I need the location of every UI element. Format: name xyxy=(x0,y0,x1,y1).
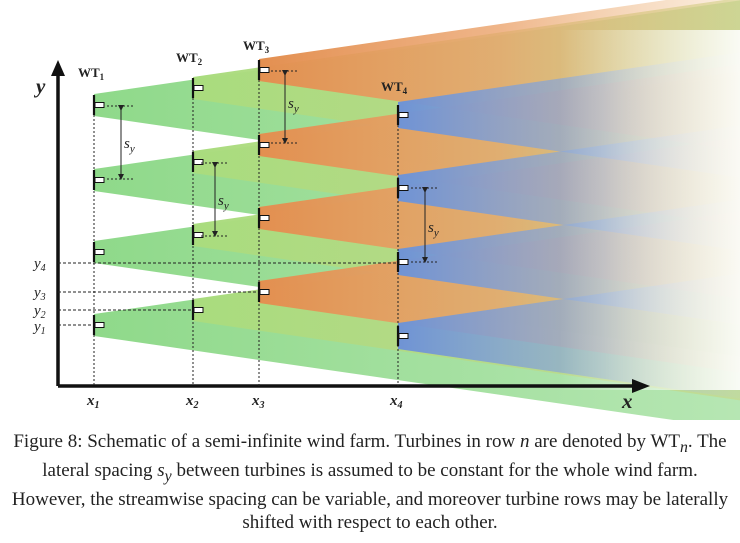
turbine-row2-1 xyxy=(191,78,204,98)
x-tick-labels: x1 x2 x3 x4 xyxy=(86,393,403,411)
y-axis-arrowhead xyxy=(51,60,65,76)
caption-prefix: Figure 8: Schematic of a semi-infinite w… xyxy=(13,431,520,452)
lateral-spacing-marker-3: sy xyxy=(271,70,299,144)
turbine-row-labels: WT1 WT2 WT3 WT4 xyxy=(78,38,408,96)
turbine-row3-2 xyxy=(257,135,270,155)
turbine-row2-2 xyxy=(191,152,204,172)
turbine-row1-3 xyxy=(92,242,105,262)
x-tick-label-3: x3 xyxy=(251,393,265,411)
spacing-markers: sy sy sy sy xyxy=(107,70,439,263)
y-tick-label-3: y2 xyxy=(32,303,46,321)
figure-caption: Figure 8: Schematic of a semi-infinite w… xyxy=(4,430,736,534)
caption-s-var: s xyxy=(157,459,165,481)
lateral-spacing-marker-1: sy xyxy=(107,105,135,180)
spacing-label: sy xyxy=(288,96,299,115)
caption-mid2: . The lateral spacing xyxy=(42,431,727,481)
y-tick-label-4: y1 xyxy=(32,319,46,337)
x-tick-label-1: x1 xyxy=(86,393,100,411)
lateral-spacing-marker-4: sy xyxy=(411,187,439,263)
turbine-row1-4 xyxy=(92,315,105,335)
caption-s-sub: y xyxy=(164,467,172,485)
turbine-row3-4 xyxy=(257,282,270,302)
turbine-row4-1 xyxy=(396,105,409,125)
y-axis-label: y xyxy=(33,74,46,98)
spacing-label: sy xyxy=(218,193,229,212)
x-tick-label-2: x2 xyxy=(185,393,199,411)
caption-mid1: are denoted by WT xyxy=(529,431,680,452)
y-tick-label-2: y3 xyxy=(32,285,46,303)
turbine-row-label-4: WT4 xyxy=(381,79,408,96)
caption-suffix: between turbines is assumed to be consta… xyxy=(11,459,729,533)
x-tick-label-4: x4 xyxy=(389,393,403,411)
spacing-label: sy xyxy=(428,220,439,239)
lateral-spacing-marker-2: sy xyxy=(201,162,229,237)
x-axis-label: x xyxy=(621,389,633,413)
caption-sub-n: n xyxy=(680,438,688,456)
turbines xyxy=(92,60,409,346)
x-axis-arrowhead xyxy=(632,379,650,393)
y-tick-label-1: y4 xyxy=(32,256,46,274)
turbine-row-label-2: WT2 xyxy=(176,50,203,67)
wake-fade-overlay xyxy=(560,30,740,390)
turbine-row3-1 xyxy=(257,60,270,80)
turbine-row4-3 xyxy=(396,252,409,272)
turbine-row1-1 xyxy=(92,95,105,115)
turbine-row4-2 xyxy=(396,178,409,198)
turbine-row2-4 xyxy=(191,300,204,320)
caption-n-var: n xyxy=(519,431,530,452)
turbine-row4-4 xyxy=(396,326,409,346)
turbine-row-label-3: WT3 xyxy=(243,38,270,55)
turbine-row-label-1: WT1 xyxy=(78,65,105,82)
turbine-row2-3 xyxy=(191,225,204,245)
spacing-label: sy xyxy=(124,136,135,155)
turbine-row3-3 xyxy=(257,208,270,228)
turbine-row1-2 xyxy=(92,170,105,190)
